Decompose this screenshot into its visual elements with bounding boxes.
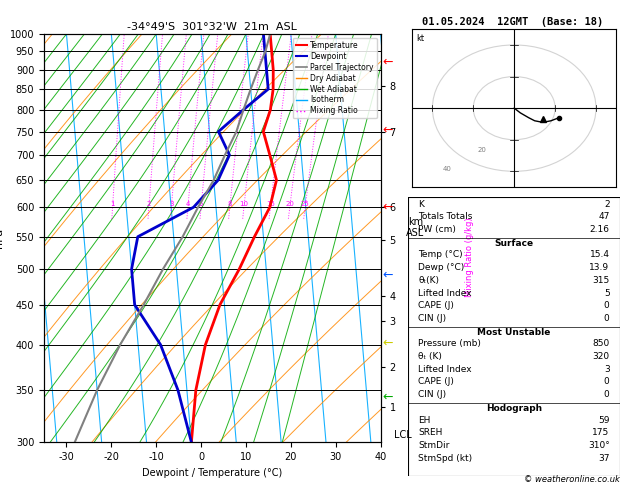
Text: 0: 0 [604, 390, 610, 399]
Text: 20: 20 [286, 201, 294, 207]
Text: Pressure (mb): Pressure (mb) [418, 339, 481, 348]
Text: © weatheronline.co.uk: © weatheronline.co.uk [524, 474, 620, 484]
Text: Mixing Ratio (g/kg): Mixing Ratio (g/kg) [465, 218, 474, 297]
Text: $\leftarrow$: $\leftarrow$ [380, 200, 394, 213]
Text: θₜ (K): θₜ (K) [418, 352, 442, 361]
Text: 40: 40 [443, 166, 452, 173]
Text: $\leftarrow$: $\leftarrow$ [380, 390, 394, 402]
Text: 37: 37 [598, 453, 610, 463]
Text: Lifted Index: Lifted Index [418, 365, 472, 374]
Text: Lifted Index: Lifted Index [418, 289, 472, 297]
Text: Surface: Surface [494, 239, 533, 248]
Text: 1: 1 [110, 201, 115, 207]
Text: 25: 25 [301, 201, 309, 207]
Text: CIN (J): CIN (J) [418, 390, 447, 399]
Text: EH: EH [418, 416, 431, 425]
Title: -34°49'S  301°32'W  21m  ASL: -34°49'S 301°32'W 21m ASL [127, 22, 298, 32]
Text: 315: 315 [593, 276, 610, 285]
Text: 5: 5 [604, 289, 610, 297]
Text: 15: 15 [266, 201, 275, 207]
Text: $\leftarrow$: $\leftarrow$ [380, 54, 394, 67]
Text: Most Unstable: Most Unstable [477, 328, 550, 337]
Text: CIN (J): CIN (J) [418, 314, 447, 323]
Text: 13.9: 13.9 [589, 263, 610, 272]
Text: 0: 0 [604, 314, 610, 323]
Text: $\leftarrow$: $\leftarrow$ [380, 122, 394, 135]
Text: LCL: LCL [394, 431, 412, 440]
Text: StmDir: StmDir [418, 441, 450, 450]
Y-axis label: hPa: hPa [0, 228, 4, 248]
Text: Totals Totals: Totals Totals [418, 212, 472, 221]
Text: 59: 59 [598, 416, 610, 425]
Text: Temp (°C): Temp (°C) [418, 250, 463, 260]
Text: 3: 3 [604, 365, 610, 374]
Y-axis label: km
ASL: km ASL [406, 217, 425, 238]
Text: StmSpd (kt): StmSpd (kt) [418, 453, 472, 463]
Text: SREH: SREH [418, 428, 443, 437]
Text: 47: 47 [598, 212, 610, 221]
Text: CAPE (J): CAPE (J) [418, 301, 454, 310]
Text: Dewp (°C): Dewp (°C) [418, 263, 464, 272]
Text: 5: 5 [199, 201, 203, 207]
Text: PW (cm): PW (cm) [418, 225, 456, 234]
Text: 4: 4 [186, 201, 190, 207]
Text: kt: kt [416, 34, 424, 43]
Text: K: K [418, 200, 424, 208]
Text: 0: 0 [604, 301, 610, 310]
Text: $\leftarrow$: $\leftarrow$ [380, 268, 394, 281]
Text: 20: 20 [477, 147, 486, 154]
Text: 2: 2 [147, 201, 151, 207]
Text: 850: 850 [593, 339, 610, 348]
Text: 0: 0 [604, 378, 610, 386]
Text: $\leftarrow$: $\leftarrow$ [380, 336, 394, 349]
Text: 2.16: 2.16 [589, 225, 610, 234]
Text: CAPE (J): CAPE (J) [418, 378, 454, 386]
Text: 3: 3 [169, 201, 174, 207]
Legend: Temperature, Dewpoint, Parcel Trajectory, Dry Adiabat, Wet Adiabat, Isotherm, Mi: Temperature, Dewpoint, Parcel Trajectory… [292, 38, 377, 119]
Text: Hodograph: Hodograph [486, 404, 542, 413]
Text: 15.4: 15.4 [589, 250, 610, 260]
Text: 8: 8 [228, 201, 232, 207]
Text: 320: 320 [593, 352, 610, 361]
Text: 01.05.2024  12GMT  (Base: 18): 01.05.2024 12GMT (Base: 18) [422, 17, 603, 27]
Text: θₜ(K): θₜ(K) [418, 276, 439, 285]
X-axis label: Dewpoint / Temperature (°C): Dewpoint / Temperature (°C) [142, 468, 282, 478]
Text: 175: 175 [593, 428, 610, 437]
Text: 310°: 310° [588, 441, 610, 450]
Text: 10: 10 [240, 201, 248, 207]
Text: 2: 2 [604, 200, 610, 208]
